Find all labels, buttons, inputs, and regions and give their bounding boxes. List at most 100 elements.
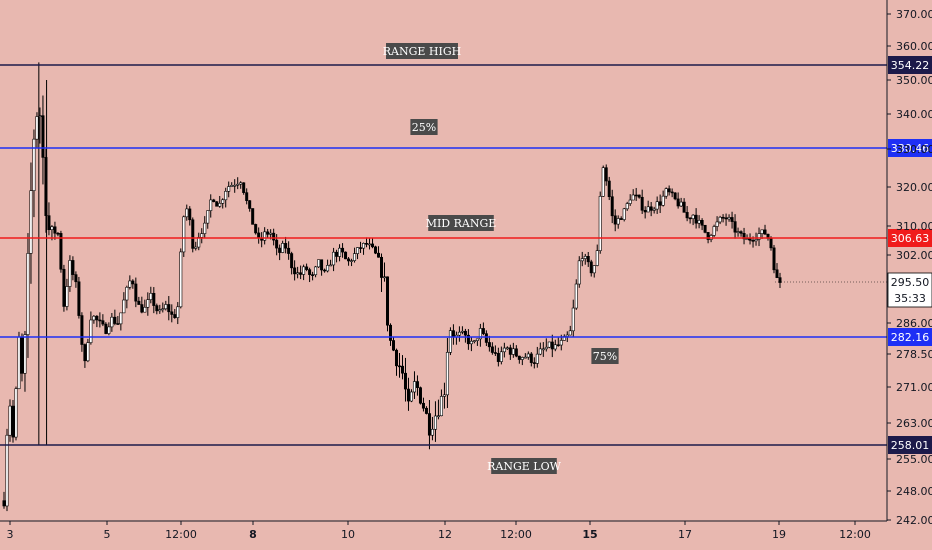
candle-body (568, 330, 572, 336)
candle-body (460, 330, 464, 333)
candle-body (254, 224, 258, 234)
candle-body (757, 233, 761, 240)
candle-body (499, 351, 503, 362)
candle-body (664, 188, 668, 197)
candle-body (347, 258, 351, 262)
candle-body (448, 330, 452, 353)
candle-body (619, 218, 623, 220)
candle-body (164, 304, 168, 310)
x-tick-label: 17 (678, 528, 692, 541)
candle-body (700, 220, 704, 226)
annotation-box[interactable] (591, 348, 619, 364)
annotation-box[interactable] (386, 43, 458, 59)
x-tick-label: 5 (104, 528, 111, 541)
candle-body (559, 340, 563, 346)
candle-body (317, 259, 321, 268)
candle-body (41, 115, 45, 158)
annotation-label: RANGE LOW (487, 460, 561, 473)
annotation-label: RANGE HIGH (383, 45, 461, 58)
candle-body (403, 372, 407, 390)
candle-body (314, 266, 318, 276)
candle-body (50, 226, 54, 231)
level-price-tag (888, 139, 932, 157)
candle-body (637, 194, 641, 198)
candle-body (188, 208, 192, 221)
candle-body (484, 333, 488, 343)
candle-body (356, 247, 360, 254)
candle-body (574, 283, 578, 309)
candle-body (209, 199, 213, 211)
candle-body (83, 344, 87, 362)
candle-body (71, 260, 75, 275)
candle-body (628, 199, 632, 204)
annotation-box[interactable] (491, 458, 557, 474)
candle-body (335, 251, 339, 257)
candle-body (493, 352, 497, 354)
candle-body (748, 238, 752, 241)
candle-body (433, 415, 437, 430)
candle-body (5, 434, 9, 507)
candle-body (580, 258, 584, 262)
candle-body (338, 247, 342, 257)
candle-body (457, 331, 461, 336)
y-tick-label: 320.00 (896, 181, 932, 194)
candle-body (529, 353, 533, 363)
candle-body (592, 265, 596, 274)
candle-body (583, 256, 587, 259)
candle-body (505, 347, 509, 350)
annotation-box[interactable] (428, 215, 494, 231)
candle-body (311, 274, 315, 276)
candle-body (496, 353, 500, 362)
candle-body (176, 306, 180, 318)
candle-body (182, 216, 186, 253)
candle-body (8, 405, 12, 436)
candle-body (101, 320, 105, 325)
level-price-label: 258.01 (891, 439, 930, 452)
candle-body (658, 201, 662, 206)
candle-body (20, 336, 24, 374)
candle-body (547, 341, 551, 348)
candle-body (242, 182, 246, 193)
candle-body (221, 199, 225, 204)
candle-body (541, 348, 545, 351)
candle-body (481, 328, 485, 334)
candle-body (511, 348, 515, 355)
candle-body (200, 233, 204, 238)
candle-body (442, 394, 446, 397)
candle-body (607, 180, 611, 198)
candle-body (359, 247, 363, 249)
x-tick-label: 12 (438, 528, 452, 541)
candle-body (745, 238, 749, 241)
candle-body (604, 167, 608, 182)
annotation-label: MID RANGE (426, 217, 497, 230)
candle-body (526, 353, 530, 358)
candle-body (601, 167, 605, 197)
candle-body (427, 413, 431, 436)
candle-body (365, 243, 369, 245)
candle-body (62, 268, 66, 307)
candle-body (380, 256, 384, 278)
candle-body (140, 304, 144, 313)
candle-body (227, 186, 231, 192)
candle-body (685, 212, 689, 219)
candle-body (290, 253, 294, 269)
candle-body (625, 203, 629, 210)
candle-body (272, 232, 276, 241)
candle-body (430, 428, 434, 436)
candle-body (302, 266, 306, 275)
candle-body (670, 191, 674, 194)
annotation-box[interactable] (410, 119, 438, 135)
candle-body (622, 208, 626, 220)
candle-body (215, 201, 219, 207)
candle-body (212, 199, 216, 203)
candle-body (451, 330, 455, 338)
candle-body (389, 324, 393, 341)
candle-body (733, 221, 737, 233)
candle-body (80, 315, 84, 345)
candle-body (556, 344, 560, 347)
candle-body (502, 347, 506, 353)
x-tick-label: 3 (7, 528, 14, 541)
candle-body (754, 239, 758, 242)
